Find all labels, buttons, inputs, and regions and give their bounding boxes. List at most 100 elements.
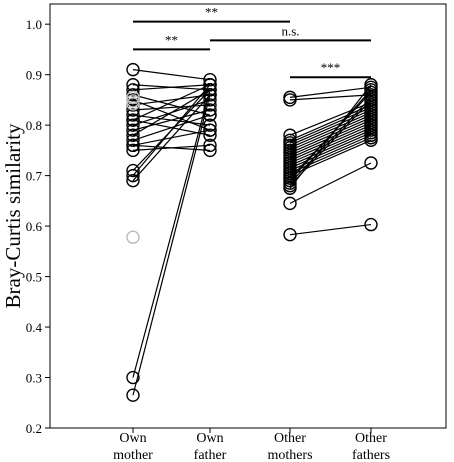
data-point xyxy=(364,93,378,107)
pair-line xyxy=(132,84,211,91)
data-point xyxy=(126,173,140,188)
x-axis: Own mother Own father Other mothers Other fathe… xyxy=(113,428,390,462)
highlighted-point xyxy=(126,90,140,105)
y-tick-label: 0.9 xyxy=(26,68,42,83)
data-point xyxy=(364,217,378,232)
pair-line xyxy=(132,89,211,136)
data-point xyxy=(126,143,140,158)
pair-line xyxy=(289,84,372,189)
data-point xyxy=(203,73,217,87)
x-tick-label: fathers xyxy=(352,448,390,462)
data-point xyxy=(364,83,378,97)
x-tick-label: mother xyxy=(113,448,153,462)
significance-label: ** xyxy=(205,5,218,20)
pair-line xyxy=(289,132,372,169)
pair-line xyxy=(132,114,211,141)
pair-lines xyxy=(132,69,372,396)
data-point xyxy=(203,103,217,117)
pair-line xyxy=(289,89,372,182)
pair-line xyxy=(289,86,372,98)
data-point xyxy=(126,388,140,402)
data-point xyxy=(203,128,217,142)
data-point xyxy=(126,83,140,97)
pair-line xyxy=(289,119,372,156)
plot-frame xyxy=(49,3,447,429)
y-tick-label: 0.4 xyxy=(26,320,43,335)
data-point xyxy=(126,138,140,153)
data-point xyxy=(203,83,217,97)
data-point xyxy=(126,123,140,137)
data-point xyxy=(126,118,140,132)
pair-line xyxy=(132,84,211,121)
data-point xyxy=(203,118,217,132)
y-tick-label: 0.5 xyxy=(26,270,42,285)
pair-line xyxy=(132,99,211,131)
highlighted-point xyxy=(126,97,140,111)
data-point xyxy=(364,78,378,92)
y-tick-label: 0.3 xyxy=(26,371,42,386)
significance-label: *** xyxy=(321,60,341,75)
pair-line xyxy=(132,94,211,116)
data-point xyxy=(203,123,217,137)
x-tick-label: mothers xyxy=(267,448,312,462)
pair-line xyxy=(132,109,211,131)
pair-line xyxy=(289,137,372,174)
x-tick-label: Own xyxy=(196,431,223,446)
pair-line xyxy=(289,129,372,167)
data-point xyxy=(126,62,140,77)
data-point xyxy=(126,163,140,178)
pair-line xyxy=(289,109,372,146)
pair-line xyxy=(289,127,372,164)
pair-line xyxy=(289,111,372,149)
pair-line xyxy=(289,162,372,204)
data-point xyxy=(126,370,140,385)
x-tick-label: Other xyxy=(274,431,306,446)
data-point xyxy=(364,156,378,170)
pair-line xyxy=(289,114,372,151)
data-point xyxy=(126,128,140,142)
data-points xyxy=(126,62,378,402)
x-tick-label: father xyxy=(194,448,227,462)
data-point xyxy=(283,227,297,242)
y-axis: 0.2 0.3 0.4 0.5 0.6 0.7 0.8 0.9 1.0 xyxy=(26,17,50,436)
pair-line xyxy=(132,104,211,111)
x-tick-label: Other xyxy=(355,431,387,446)
significance-label: ** xyxy=(165,32,178,47)
data-point xyxy=(126,133,140,147)
pair-line xyxy=(132,94,211,182)
y-tick-label: 1.0 xyxy=(26,17,42,32)
data-point xyxy=(364,133,378,147)
data-point xyxy=(203,143,217,158)
pair-line xyxy=(289,223,372,236)
data-point xyxy=(126,168,140,183)
data-point xyxy=(283,181,297,195)
pair-line xyxy=(289,96,372,184)
y-axis-label: Bray-Curtis similarity xyxy=(1,123,25,308)
pair-line xyxy=(132,94,211,396)
data-point xyxy=(126,108,140,122)
data-point xyxy=(203,78,217,92)
highlighted-point xyxy=(126,94,140,108)
data-point xyxy=(126,113,140,127)
y-tick-label: 0.8 xyxy=(26,118,42,133)
data-point xyxy=(203,138,217,153)
pair-line xyxy=(289,94,372,101)
highlighted-point xyxy=(126,230,140,244)
pair-line xyxy=(132,94,211,106)
pair-line xyxy=(289,101,372,136)
y-tick-label: 0.7 xyxy=(26,169,43,184)
data-point xyxy=(203,93,217,107)
y-tick-label: 0.2 xyxy=(26,421,42,436)
data-point xyxy=(203,98,217,112)
significance-label: n.s. xyxy=(281,23,299,38)
pair-line xyxy=(132,89,211,378)
pair-line xyxy=(132,69,211,81)
data-point xyxy=(283,93,297,107)
pair-line xyxy=(132,84,211,177)
y-tick-label: 0.6 xyxy=(26,219,43,234)
x-tick-label: Own xyxy=(119,431,146,446)
data-point xyxy=(203,88,217,102)
data-point xyxy=(203,108,217,122)
data-point xyxy=(283,196,297,211)
